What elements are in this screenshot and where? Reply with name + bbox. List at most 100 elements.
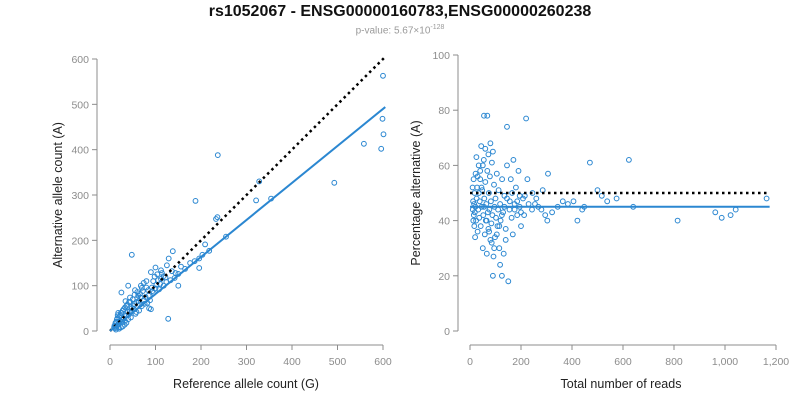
- data-point: [481, 195, 488, 202]
- x-axis-label: Reference allele count (G): [173, 377, 319, 391]
- x-tick-label: 200: [192, 356, 210, 368]
- data-point: [544, 217, 551, 224]
- data-point: [515, 168, 522, 174]
- data-point: [214, 152, 221, 159]
- data-point: [598, 192, 605, 199]
- data-point: [480, 212, 487, 219]
- data-point: [565, 201, 571, 207]
- data-point: [484, 112, 491, 119]
- data-point: [511, 206, 518, 213]
- data-point: [378, 145, 385, 152]
- data-point: [493, 231, 500, 238]
- data-point: [202, 241, 209, 248]
- data-point: [172, 270, 179, 276]
- data-point: [626, 157, 632, 163]
- data-point: [478, 143, 485, 150]
- y-tick-label: 600: [71, 54, 89, 66]
- data-point: [485, 226, 492, 232]
- data-point: [502, 237, 509, 243]
- data-point: [533, 195, 540, 202]
- fit-line: [109, 106, 386, 332]
- x-tick-label: 400: [563, 356, 581, 368]
- data-point: [549, 209, 555, 216]
- data-point: [148, 306, 154, 313]
- y-tick-label: 20: [438, 271, 450, 283]
- x-axis-label: Total number of reads: [561, 377, 682, 391]
- y-tick-label: 0: [83, 326, 89, 338]
- data-point: [521, 212, 527, 219]
- data-point: [477, 223, 484, 230]
- data-point: [213, 216, 219, 222]
- data-point: [159, 270, 165, 276]
- data-point: [712, 209, 719, 216]
- data-point: [206, 247, 213, 254]
- data-point: [475, 162, 482, 169]
- data-point: [491, 181, 497, 188]
- x-tick-label: 200: [512, 356, 530, 368]
- data-point: [487, 140, 494, 147]
- data-point: [479, 245, 486, 252]
- data-point: [499, 212, 505, 219]
- percentage-panel: 0 20 40 60 80 100 0 200 400 600 800 1,000 1,200 Total…: [409, 50, 789, 391]
- data-point: [476, 214, 483, 221]
- data-point: [477, 168, 484, 174]
- data-point: [196, 255, 203, 262]
- y-tick-label: 500: [71, 99, 89, 111]
- data-point: [674, 217, 681, 224]
- data-point: [487, 237, 494, 243]
- data-point: [559, 198, 566, 205]
- y-tick-label: 100: [432, 50, 450, 62]
- x-tick-label: 100: [147, 356, 165, 368]
- data-point: [490, 253, 497, 260]
- data-point: [523, 115, 529, 122]
- data-point: [471, 223, 478, 230]
- data-point: [140, 280, 147, 286]
- data-point: [525, 201, 532, 207]
- data-point: [505, 278, 512, 285]
- data-point: [491, 245, 498, 252]
- data-point: [128, 251, 135, 258]
- data-point: [256, 178, 263, 185]
- data-point: [493, 170, 500, 177]
- x-tick-label: 1,000: [712, 356, 738, 368]
- x-tick-label: 600: [614, 356, 632, 368]
- data-point: [169, 248, 176, 255]
- data-point: [158, 267, 164, 274]
- data-point: [489, 159, 495, 166]
- data-point: [732, 206, 739, 213]
- data-point: [497, 261, 504, 268]
- data-point: [484, 168, 491, 174]
- data-point: [485, 209, 491, 216]
- data-point: [509, 231, 516, 238]
- data-point: [223, 233, 229, 240]
- data-point: [502, 226, 509, 232]
- data-point: [488, 220, 495, 227]
- data-point: [125, 282, 132, 289]
- data-point: [122, 298, 129, 305]
- x-tick-label: 800: [665, 356, 683, 368]
- data-point: [164, 262, 170, 269]
- data-point: [379, 115, 386, 122]
- data-point: [481, 231, 488, 238]
- p-value-text: p-value: 5.67×10: [355, 25, 431, 37]
- data-point: [727, 212, 734, 219]
- data-point: [361, 140, 367, 147]
- data-point: [506, 206, 513, 213]
- data-point: [504, 195, 510, 202]
- x-tick-label: 400: [283, 356, 301, 368]
- data-point: [524, 176, 531, 183]
- data-point: [487, 173, 493, 180]
- data-point: [478, 184, 485, 191]
- data-point: [518, 223, 524, 230]
- data-point: [499, 272, 505, 279]
- data-point: [574, 217, 581, 224]
- data-point: [476, 198, 483, 205]
- y-tick-label: 100: [71, 281, 89, 293]
- y-tick-label: 400: [71, 145, 89, 157]
- data-point: [763, 195, 770, 202]
- y-tick-label: 200: [71, 235, 89, 247]
- data-point: [494, 223, 501, 230]
- x-tick-label: 1,200: [763, 356, 789, 368]
- data-point: [496, 223, 503, 230]
